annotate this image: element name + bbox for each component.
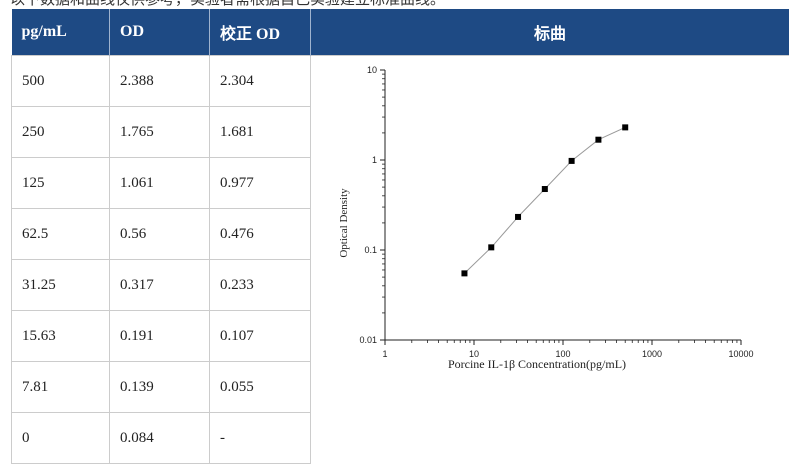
table-header-row: pg/mL OD 校正 OD 标曲 [11, 9, 789, 56]
data-point [595, 136, 602, 143]
fit-curve-line [464, 126, 626, 274]
table-row: 250 1.765 1.681 [11, 106, 790, 158]
cell-concentration: 7.81 [11, 361, 110, 413]
cell-concentration: 0 [11, 412, 110, 464]
y-tick-label: 10 [367, 65, 377, 75]
x-axis-label: Porcine IL-1β Concentration(pg/mL) [448, 357, 626, 371]
cell-corrected-od: 0.476 [209, 208, 311, 260]
cell-od: 0.56 [109, 208, 210, 260]
cell-od: 0.317 [109, 259, 210, 311]
y-tick-label: 1 [372, 155, 377, 165]
intro-note: 以下数据和曲线仅供参考，实验者需根据自己实验建立标准曲线。 [10, 0, 446, 8]
header-corrected-od: 校正 OD [209, 9, 311, 56]
cell-corrected-od: 0.233 [209, 259, 311, 311]
x-tick-label: 10 [469, 349, 479, 359]
cell-od: 0.139 [109, 361, 210, 413]
cell-corrected-od: 0.977 [209, 157, 311, 209]
cell-concentration: 125 [11, 157, 110, 209]
cell-corrected-od: - [209, 412, 311, 464]
table-row: 62.5 0.56 0.476 [11, 208, 790, 260]
y-tick-label: 0.1 [364, 245, 377, 255]
standard-curve-chart: 0.01 0.1 1 10 1 10 100 1000 10000 Optical Densi… [338, 65, 754, 371]
cell-corrected-od: 0.107 [209, 310, 311, 362]
table-row: 125 1.061 0.977 [11, 157, 790, 209]
data-point [488, 244, 495, 251]
data-point [515, 213, 522, 220]
y-axis-label: Optical Density [338, 188, 350, 258]
cell-od: 1.765 [109, 106, 210, 158]
x-axis: 1 10 100 1000 10000 [382, 339, 754, 359]
table-row: 500 2.388 2.304 0.01 0.1 1 10 1 10 100 1000 100… [11, 55, 789, 464]
data-point [622, 124, 629, 131]
cell-corrected-od: 0.055 [209, 361, 311, 413]
y-tick-label: 0.01 [359, 335, 377, 345]
header-od: OD [109, 9, 210, 56]
cell-concentration: 15.63 [11, 310, 110, 362]
header-concentration: pg/mL [11, 9, 110, 56]
cell-concentration: 500 [11, 55, 110, 107]
cell-od: 0.084 [109, 412, 210, 464]
x-tick-label: 1 [382, 349, 387, 359]
table-row: 15.63 0.191 0.107 [11, 310, 790, 362]
x-tick-label: 100 [555, 349, 570, 359]
y-axis: 0.01 0.1 1 10 [359, 65, 386, 345]
data-point [461, 270, 468, 277]
cell-concentration: 31.25 [11, 259, 110, 311]
cell-corrected-od: 2.304 [209, 55, 311, 107]
standard-curve-table: pg/mL OD 校正 OD 标曲 500 2.388 2.304 0.01 0.… [11, 9, 789, 464]
cell-od: 1.061 [109, 157, 210, 209]
x-tick-label: 1000 [642, 349, 662, 359]
x-tick-label: 10000 [728, 349, 753, 359]
data-point [541, 186, 548, 193]
cell-od: 0.191 [109, 310, 210, 362]
table-row: 7.81 0.139 0.055 [11, 361, 790, 413]
cell-concentration: 250 [11, 106, 110, 158]
standard-curve-cell: 0.01 0.1 1 10 1 10 100 1000 10000 Optical Densi… [310, 55, 789, 464]
cell-concentration: 62.5 [11, 208, 110, 260]
plot-area [461, 124, 629, 277]
cell-corrected-od: 1.681 [209, 106, 311, 158]
header-standard-curve: 标曲 [310, 9, 789, 56]
data-point [568, 157, 575, 164]
cell-od: 2.388 [109, 55, 210, 107]
